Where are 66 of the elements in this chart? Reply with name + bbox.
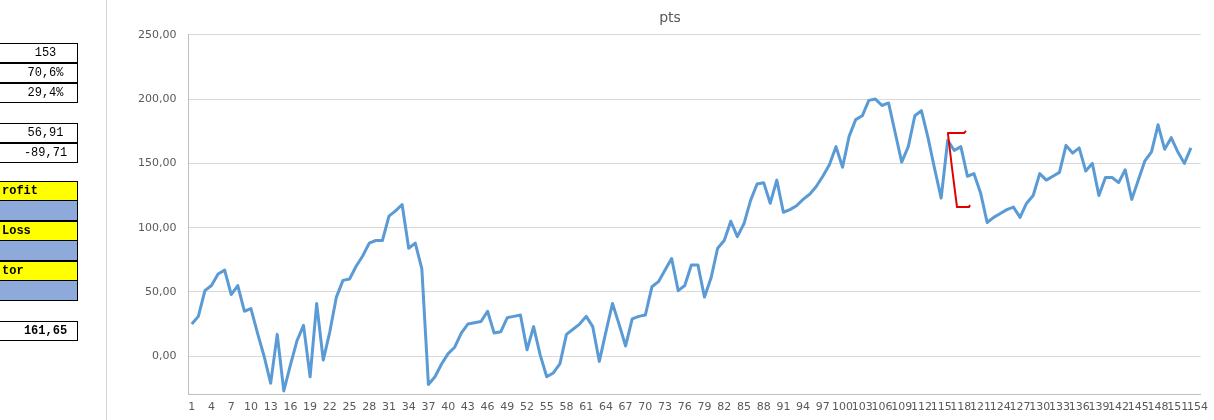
x-tick-label: 28 [362, 400, 377, 414]
x-tick-label: 70 [638, 400, 653, 414]
x-tick-label: 19 [303, 400, 318, 414]
text: 70,6% [27, 65, 64, 82]
x-tick-label: 91 [776, 400, 791, 414]
x-tick-label: 82 [717, 400, 732, 414]
x-tick-label: 97 [815, 400, 830, 414]
x-tick-label: 76 [677, 400, 692, 414]
x-tick-label: 118 [950, 400, 972, 414]
x-tick-label: 136 [1068, 400, 1090, 414]
x-tick-label: 49 [500, 400, 515, 414]
text: -89,71 [23, 145, 68, 162]
x-tick-label: 34 [401, 400, 416, 414]
x-tick-label: 52 [520, 400, 535, 414]
x-tick-label: 100 [832, 400, 854, 414]
x-tick-label: 61 [579, 400, 594, 414]
x-tick-label: 127 [1009, 400, 1031, 414]
x-tick-label: 16 [283, 400, 298, 414]
chart-title: pts [659, 9, 681, 26]
x-tick-label: 43 [460, 400, 475, 414]
x-tick-label: 4 [208, 400, 215, 414]
x-tick-label: 37 [421, 400, 436, 414]
x-tick-label: 22 [322, 400, 337, 414]
text: rofit [2, 183, 39, 200]
x-tick-label: 103 [851, 400, 873, 414]
y-tick-label: 0,00 [151, 349, 177, 363]
x-tick-label: 85 [736, 400, 751, 414]
x-tick-label: 64 [598, 400, 613, 414]
x-tick-label: 106 [871, 400, 893, 414]
x-tick-label: 124 [989, 400, 1011, 414]
x-tick-label: 88 [756, 400, 771, 414]
y-tick-label: 200,00 [137, 91, 177, 105]
x-tick-label: 58 [559, 400, 574, 414]
y-tick-label: 100,00 [137, 220, 177, 234]
text: 161,65 [23, 323, 68, 340]
x-tick-label: 1 [188, 400, 196, 414]
x-tick-label: 73 [658, 400, 673, 414]
x-tick-label: 40 [441, 400, 456, 414]
text: 153 [34, 45, 57, 62]
text: tor [2, 263, 24, 280]
x-tick-label: 94 [796, 400, 811, 414]
x-tick-label: 46 [480, 400, 495, 414]
text: 29,4% [27, 85, 64, 102]
x-tick-label: 67 [618, 400, 633, 414]
x-tick-label: 139 [1088, 400, 1110, 414]
x-tick-label: 148 [1147, 400, 1169, 414]
text: 56,91 [27, 125, 64, 142]
text: Loss [2, 223, 31, 240]
x-tick-label: 10 [243, 400, 258, 414]
x-tick-label: 142 [1108, 400, 1130, 414]
x-tick-label: 13 [263, 400, 278, 414]
x-tick-label: 55 [539, 400, 554, 414]
y-tick-label: 50,00 [144, 284, 177, 298]
x-tick-label: 151 [1167, 400, 1189, 414]
y-tick-label: 150,00 [137, 156, 177, 170]
x-tick-label: 109 [891, 400, 913, 414]
x-tick-label: 154 [1187, 400, 1208, 414]
x-tick-label: 31 [381, 400, 396, 414]
x-tick-label: 115 [930, 400, 952, 414]
x-tick-label: 25 [342, 400, 357, 414]
x-tick-label: 121 [970, 400, 992, 414]
x-tick-label: 7 [227, 400, 235, 414]
x-tick-label: 145 [1127, 400, 1149, 414]
x-tick-label: 79 [697, 400, 712, 414]
x-tick-label: 130 [1029, 400, 1051, 414]
y-tick-label: 250,00 [137, 27, 177, 41]
